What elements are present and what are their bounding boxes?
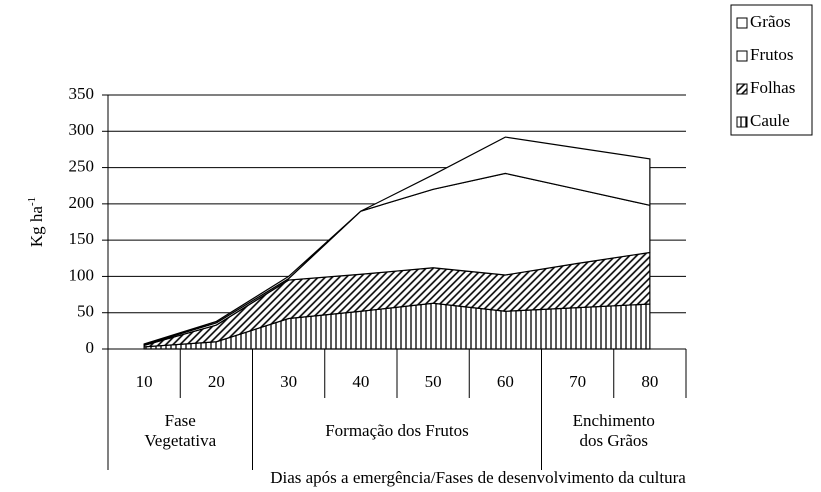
y-axis-label-sup: -1 bbox=[26, 197, 38, 206]
legend-label: Frutos bbox=[750, 45, 793, 64]
legend-swatch bbox=[736, 83, 748, 95]
x-tick-label: 60 bbox=[497, 372, 514, 391]
x-tick-label: 40 bbox=[352, 372, 369, 391]
x-tick-label: 80 bbox=[641, 372, 658, 391]
x-tick-label: 70 bbox=[569, 372, 586, 391]
phase-label: Fase bbox=[165, 411, 196, 430]
phase-label: dos Grãos bbox=[580, 431, 648, 450]
y-tick-label: 250 bbox=[69, 156, 95, 175]
y-tick-label: 0 bbox=[86, 338, 95, 357]
y-tick-label: 350 bbox=[69, 84, 95, 103]
legend-swatch bbox=[736, 17, 748, 29]
y-tick-label: 150 bbox=[69, 229, 95, 248]
phase-label: Formação dos Frutos bbox=[325, 421, 469, 440]
y-tick-label: 100 bbox=[69, 265, 95, 284]
phase-label: Enchimento bbox=[573, 411, 655, 430]
x-tick-label: 50 bbox=[425, 372, 442, 391]
legend-label: Grãos bbox=[750, 12, 791, 31]
y-tick-label: 50 bbox=[77, 302, 94, 321]
y-tick-label: 300 bbox=[69, 120, 95, 139]
area bbox=[143, 136, 651, 346]
x-tick-label: 30 bbox=[280, 372, 297, 391]
phase-label: Vegetativa bbox=[144, 431, 216, 450]
y-axis-label: Kg ha-1 bbox=[26, 197, 46, 247]
legend-label: Caule bbox=[750, 111, 790, 130]
x-tick-label: 20 bbox=[208, 372, 225, 391]
y-axis-label-base: Kg ha bbox=[27, 206, 46, 248]
x-axis-label: Dias após a emergência/Fases de desenvol… bbox=[270, 468, 686, 487]
legend-swatch bbox=[736, 116, 748, 128]
x-tick-label: 10 bbox=[136, 372, 153, 391]
y-tick-label: 200 bbox=[69, 193, 95, 212]
legend-swatch bbox=[736, 50, 748, 62]
legend-label: Folhas bbox=[750, 78, 795, 97]
